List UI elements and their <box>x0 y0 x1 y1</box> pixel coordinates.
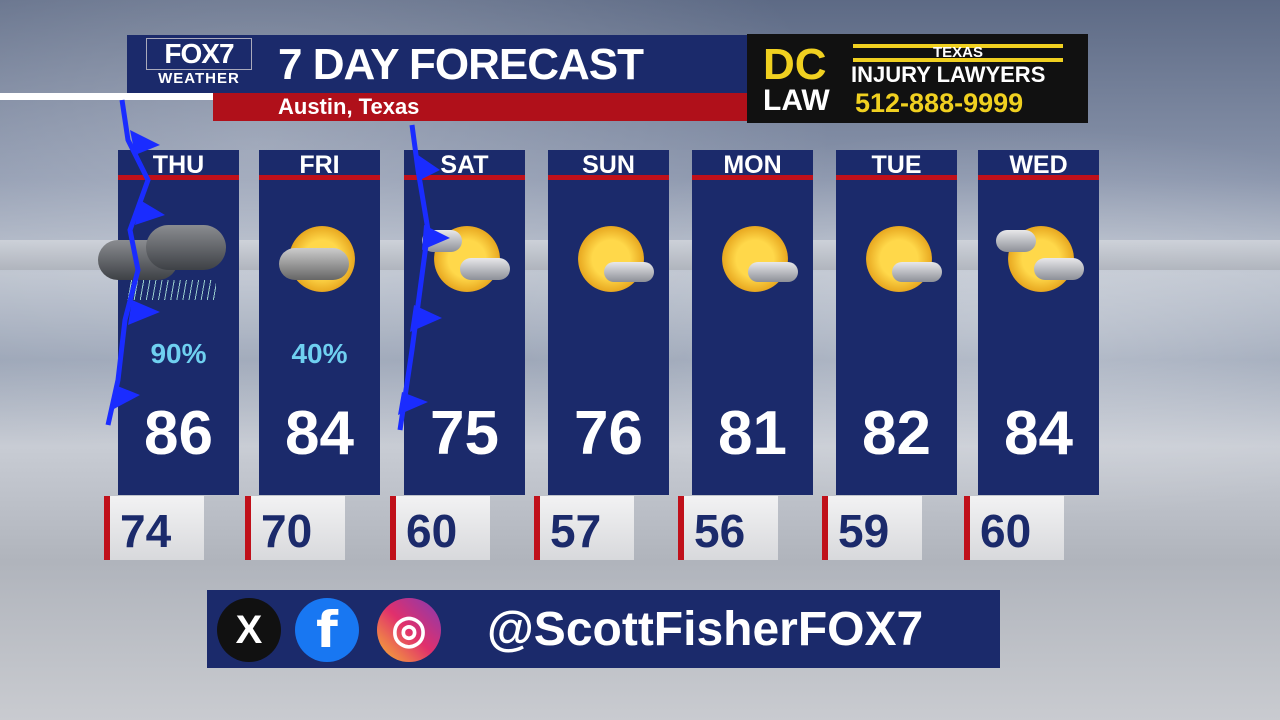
front-triangle <box>130 130 160 155</box>
day-label: FRI <box>259 150 380 180</box>
high-temp: 81 <box>718 399 787 468</box>
precip-chance: 90% <box>150 338 207 369</box>
high-temp: 84 <box>1004 399 1073 468</box>
facebook-icon[interactable]: f <box>295 598 359 662</box>
ad-phone: 512-888-9999 <box>855 88 1024 118</box>
day-label: SUN <box>548 150 669 180</box>
forecast-day-thu: THU 90% 86 <box>98 150 239 495</box>
social-handle: @ScottFisherFOX7 <box>487 603 924 656</box>
location-label: Austin, Texas <box>213 93 747 121</box>
forecast-day-wed: WED 84 <box>978 150 1099 495</box>
high-temp: 86 <box>144 399 213 468</box>
social-bar: X f ◎ @ScottFisherFOX7 <box>207 590 1000 668</box>
low-temp: 74 <box>104 496 204 560</box>
mostly-sunny-icon <box>566 220 656 300</box>
low-temp: 60 <box>390 496 490 560</box>
front-triangle <box>422 225 450 250</box>
high-temp: 84 <box>285 399 354 468</box>
front-triangle <box>398 392 428 415</box>
day-label: WED <box>978 150 1099 180</box>
high-temp: 76 <box>574 399 643 468</box>
logo-top: FOX7 <box>146 38 252 70</box>
forecast-day-fri: FRI 40% 84 <box>259 150 380 495</box>
high-temp: 82 <box>862 399 931 468</box>
partly-sunny-icon <box>996 220 1086 300</box>
instagram-icon[interactable]: ◎ <box>377 598 441 662</box>
ad-brand-bottom: LAW <box>763 84 830 117</box>
day-label: THU <box>118 150 239 180</box>
front-triangle <box>128 300 160 325</box>
forecast-day-sun: SUN 76 <box>548 150 669 495</box>
forecast-day-mon: MON 81 <box>692 150 813 495</box>
partly-sunny-showers-icon <box>277 220 367 300</box>
day-label: TUE <box>836 150 957 180</box>
mostly-sunny-icon <box>710 220 800 300</box>
day-label: MON <box>692 150 813 180</box>
page-title: 7 DAY FORECAST <box>278 40 644 89</box>
ad-brand-top: DC <box>763 40 827 89</box>
front-triangle <box>410 305 442 332</box>
low-temp: 70 <box>245 496 345 560</box>
precip-chance: 40% <box>291 338 348 369</box>
x-icon[interactable]: X <box>217 598 281 662</box>
header-bar <box>127 35 747 93</box>
front-triangle <box>112 385 140 410</box>
day-label: SAT <box>404 150 525 180</box>
sponsor-ad: DC LAW TEXAS INJURY LAWYERS 512-888-9999 <box>747 34 1088 123</box>
ad-state: TEXAS <box>853 44 1063 62</box>
mostly-sunny-icon <box>854 220 944 300</box>
high-temp: 75 <box>430 399 499 468</box>
low-temp: 56 <box>678 496 778 560</box>
fox7-weather-logo: FOX7 WEATHER <box>146 38 252 92</box>
low-temp: 57 <box>534 496 634 560</box>
header-line <box>0 93 213 100</box>
forecast-day-tue: TUE 82 <box>836 150 957 495</box>
low-temp: 60 <box>964 496 1064 560</box>
low-temp: 59 <box>822 496 922 560</box>
logo-bottom: WEATHER <box>158 70 240 87</box>
ad-tagline: INJURY LAWYERS <box>851 62 1046 87</box>
front-triangle <box>135 200 165 225</box>
front-triangle <box>418 155 440 180</box>
